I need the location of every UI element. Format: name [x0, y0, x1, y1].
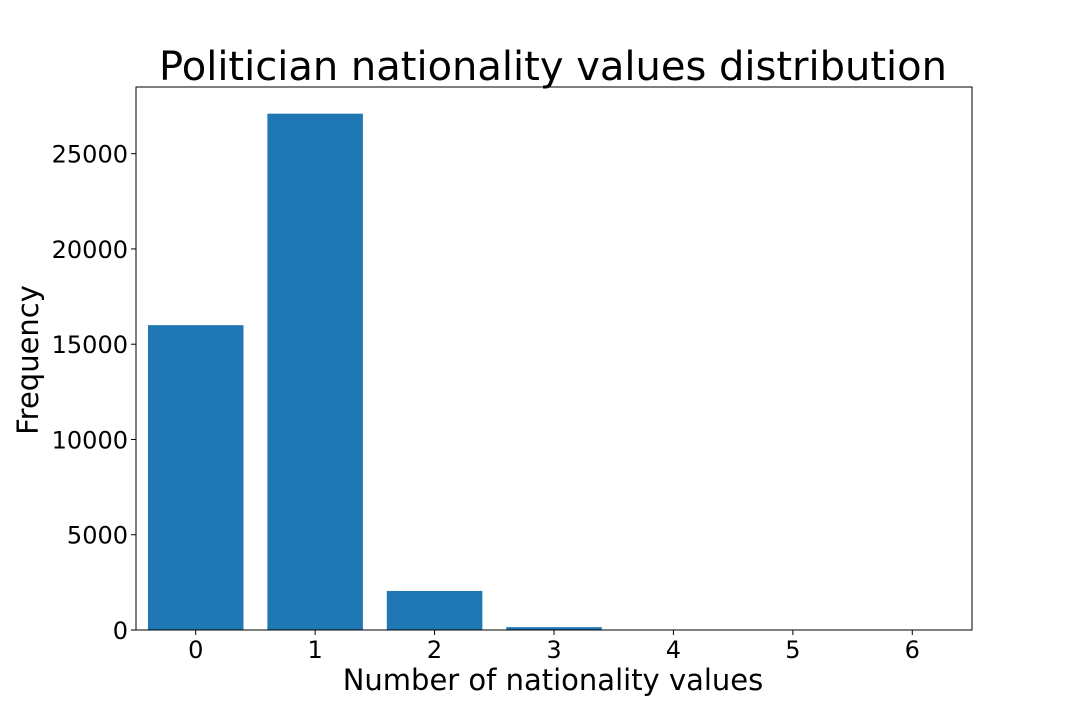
x-tick-label: 4 [666, 636, 681, 664]
bar-1 [267, 114, 363, 630]
x-axis: 0 1 2 3 4 5 6 [188, 630, 920, 664]
x-tick-label: 0 [188, 636, 203, 664]
y-axis-label: Frequency [11, 285, 45, 435]
y-tick-label: 0 [113, 617, 128, 645]
chart-title: Politician nationality values distributi… [159, 44, 947, 90]
y-tick-label: 5000 [67, 522, 128, 550]
y-axis: 0 5000 10000 15000 20000 25000 [52, 141, 136, 645]
x-tick-label: 2 [427, 636, 442, 664]
x-axis-label: Number of nationality values [343, 663, 764, 697]
bar-0 [148, 325, 244, 630]
bar-2 [387, 591, 483, 630]
y-tick-label: 25000 [52, 141, 128, 169]
x-tick-label: 6 [905, 636, 920, 664]
x-tick-label: 3 [546, 636, 561, 664]
y-tick-label: 20000 [52, 236, 128, 264]
y-tick-label: 10000 [52, 426, 128, 454]
x-tick-label: 1 [308, 636, 323, 664]
y-tick-label: 15000 [52, 331, 128, 359]
bars [148, 114, 960, 630]
plot-frame [136, 87, 972, 630]
x-tick-label: 5 [785, 636, 800, 664]
